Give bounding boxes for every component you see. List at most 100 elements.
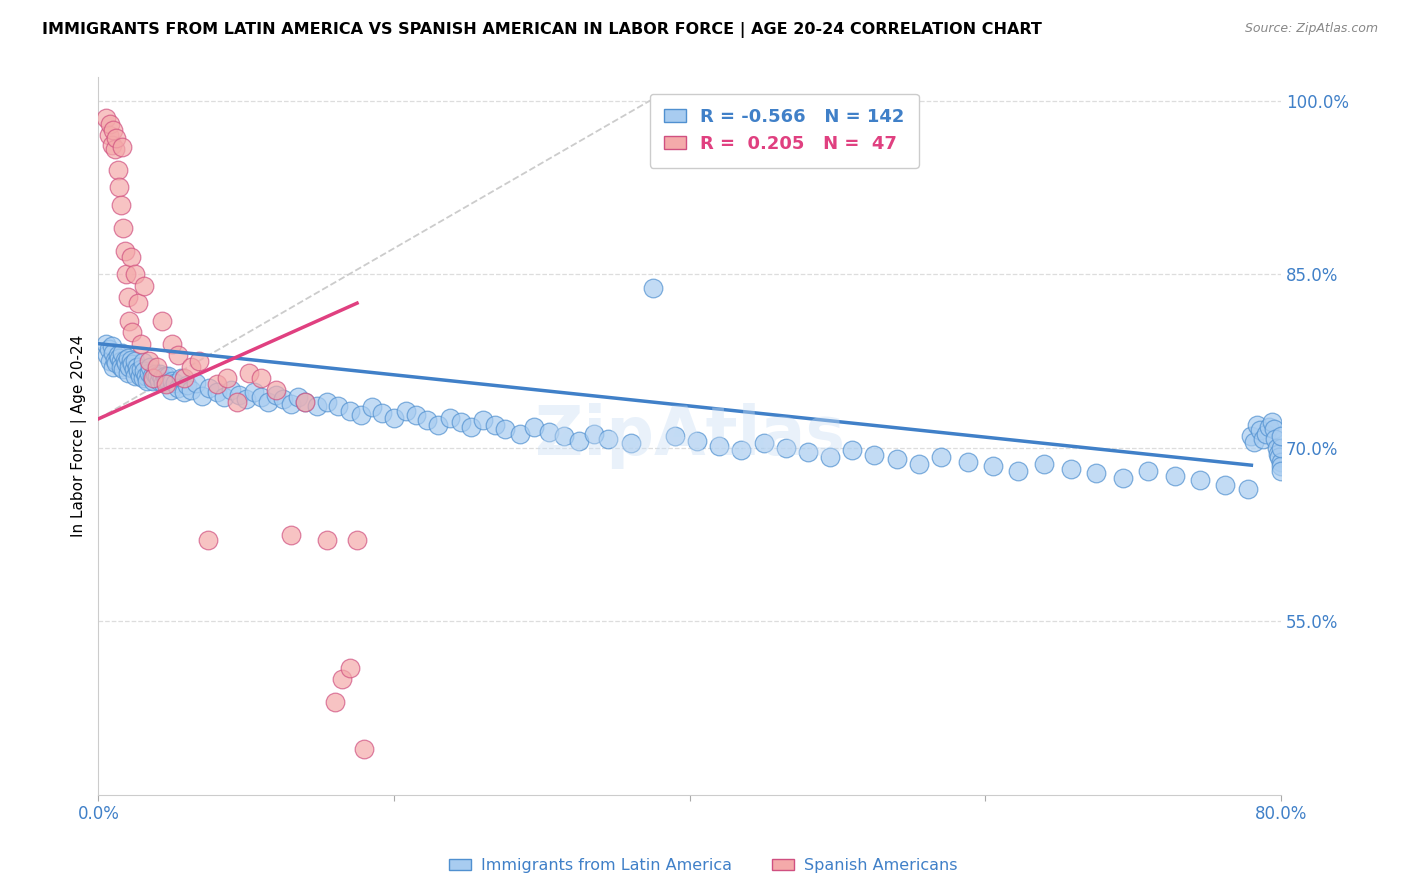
Point bbox=[752, 436, 775, 450]
Point bbox=[415, 413, 437, 427]
Point bbox=[157, 376, 180, 390]
Point bbox=[568, 434, 591, 448]
Point bbox=[131, 371, 153, 385]
Point bbox=[94, 111, 117, 125]
Point bbox=[121, 325, 143, 339]
Point bbox=[134, 278, 156, 293]
Point bbox=[100, 339, 122, 353]
Point bbox=[121, 358, 143, 372]
Point bbox=[439, 410, 461, 425]
Point bbox=[205, 385, 228, 400]
Point bbox=[114, 352, 136, 367]
Point bbox=[981, 459, 1004, 474]
Point bbox=[1112, 471, 1135, 485]
Point bbox=[226, 394, 249, 409]
Point bbox=[105, 356, 128, 370]
Point bbox=[138, 366, 160, 380]
Point bbox=[124, 267, 146, 281]
Point bbox=[98, 117, 121, 131]
Point bbox=[94, 336, 117, 351]
Point bbox=[146, 369, 169, 384]
Point bbox=[1085, 467, 1108, 481]
Point bbox=[307, 399, 329, 413]
Point bbox=[173, 371, 195, 385]
Point bbox=[110, 198, 132, 212]
Point bbox=[1270, 464, 1292, 478]
Legend: Immigrants from Latin America, Spanish Americans: Immigrants from Latin America, Spanish A… bbox=[443, 852, 963, 880]
Point bbox=[316, 394, 339, 409]
Point bbox=[619, 436, 641, 450]
Point bbox=[176, 378, 198, 392]
Point bbox=[686, 434, 709, 448]
Point bbox=[131, 355, 153, 369]
Point bbox=[107, 163, 129, 178]
Point bbox=[427, 417, 450, 432]
Point bbox=[1249, 424, 1271, 438]
Point bbox=[122, 362, 145, 376]
Point bbox=[730, 443, 752, 458]
Point bbox=[257, 394, 280, 409]
Point bbox=[294, 394, 316, 409]
Point bbox=[205, 377, 228, 392]
Point bbox=[98, 354, 121, 368]
Point bbox=[165, 376, 187, 390]
Point bbox=[96, 348, 118, 362]
Point bbox=[215, 371, 238, 385]
Point bbox=[509, 426, 531, 441]
Point bbox=[125, 359, 148, 374]
Point bbox=[382, 410, 405, 425]
Point bbox=[107, 348, 129, 362]
Point bbox=[118, 359, 141, 374]
Point bbox=[471, 413, 494, 427]
Point bbox=[582, 426, 605, 441]
Point bbox=[138, 354, 160, 368]
Point bbox=[170, 371, 193, 385]
Point bbox=[350, 409, 373, 423]
Point bbox=[117, 366, 139, 380]
Point bbox=[238, 366, 260, 380]
Point bbox=[264, 383, 287, 397]
Point bbox=[1270, 429, 1292, 443]
Point bbox=[1163, 468, 1185, 483]
Point bbox=[797, 445, 820, 459]
Point bbox=[484, 417, 506, 432]
Point bbox=[371, 406, 394, 420]
Point bbox=[167, 381, 190, 395]
Point bbox=[105, 130, 128, 145]
Point bbox=[228, 387, 250, 401]
Point bbox=[135, 369, 157, 384]
Point bbox=[280, 527, 302, 541]
Point bbox=[187, 354, 209, 368]
Point bbox=[1246, 417, 1268, 432]
Point bbox=[104, 352, 127, 367]
Point bbox=[450, 416, 472, 430]
Point bbox=[118, 313, 141, 327]
Point bbox=[460, 420, 482, 434]
Point bbox=[108, 180, 131, 194]
Point bbox=[112, 362, 135, 376]
Point bbox=[134, 364, 156, 378]
Point bbox=[112, 221, 135, 235]
Point bbox=[339, 404, 361, 418]
Point bbox=[523, 420, 546, 434]
Point bbox=[316, 533, 339, 548]
Point bbox=[114, 244, 136, 258]
Point bbox=[110, 354, 132, 368]
Point bbox=[775, 441, 797, 455]
Point bbox=[120, 250, 142, 264]
Point bbox=[1264, 432, 1286, 446]
Point bbox=[212, 390, 235, 404]
Point bbox=[115, 267, 138, 281]
Point bbox=[280, 397, 302, 411]
Y-axis label: In Labor Force | Age 20-24: In Labor Force | Age 20-24 bbox=[72, 335, 87, 537]
Point bbox=[235, 392, 257, 407]
Point bbox=[143, 367, 166, 381]
Point bbox=[149, 367, 172, 381]
Point bbox=[1270, 441, 1292, 455]
Point bbox=[353, 741, 375, 756]
Point bbox=[150, 371, 173, 385]
Point bbox=[155, 377, 177, 392]
Point bbox=[598, 432, 620, 446]
Point bbox=[150, 313, 173, 327]
Point bbox=[101, 359, 124, 374]
